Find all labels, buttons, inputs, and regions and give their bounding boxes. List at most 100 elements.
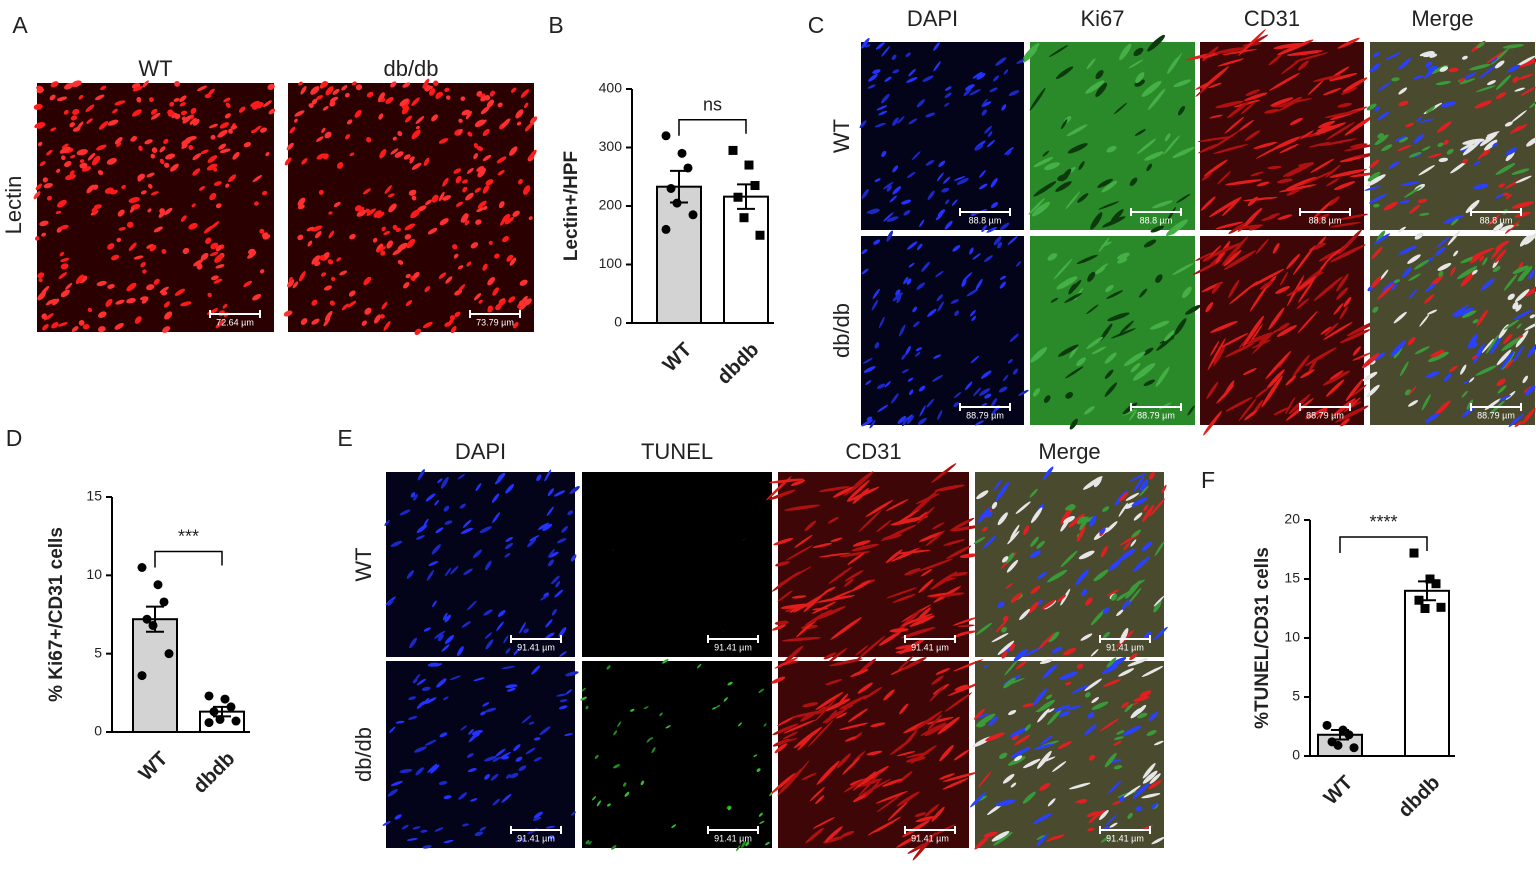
micrograph-texture [262, 190, 268, 196]
micrograph-texture [966, 288, 979, 297]
micrograph-texture [51, 322, 59, 329]
micrograph-texture [858, 778, 891, 798]
micrograph-texture [41, 313, 47, 320]
micrograph-texture [330, 96, 339, 103]
micrograph-texture [559, 699, 568, 703]
micrograph-texture [437, 91, 444, 97]
micrograph-texture [1244, 315, 1265, 344]
micrograph-texture [651, 747, 656, 754]
micrograph-texture [875, 790, 909, 804]
micrograph-texture [1266, 369, 1285, 389]
micrograph-texture [150, 112, 161, 120]
micrograph-texture [777, 590, 793, 602]
micrograph-texture [422, 697, 430, 706]
micrograph-texture [1308, 358, 1318, 372]
micrograph-texture [986, 226, 997, 233]
micrograph-texture [1147, 88, 1166, 110]
micrograph-texture [345, 134, 351, 140]
micrograph-texture [461, 823, 470, 827]
micrograph-texture [1338, 228, 1363, 255]
data-point [231, 716, 241, 726]
micrograph-texture [965, 84, 975, 91]
micrograph-texture [1129, 653, 1138, 661]
micrograph-texture [872, 288, 880, 299]
micrograph-texture [1285, 375, 1297, 386]
micrograph-texture [462, 519, 472, 528]
micrograph-texture [386, 240, 393, 249]
micrograph-texture [769, 489, 796, 500]
micrograph-texture [1112, 800, 1122, 805]
micrograph-texture [942, 771, 980, 782]
micrograph-texture [473, 153, 479, 160]
micrograph-texture [1391, 77, 1400, 82]
micrograph-texture [72, 108, 80, 115]
micrograph-texture [225, 102, 231, 109]
micrograph-texture [1325, 379, 1345, 397]
micrograph-texture [1385, 52, 1401, 61]
micrograph-texture [916, 506, 935, 524]
micrograph-texture [920, 722, 947, 736]
micrograph-texture [1046, 835, 1058, 843]
micrograph-texture [1436, 121, 1452, 133]
micrograph-texture [142, 269, 147, 274]
micrograph-texture [414, 746, 427, 753]
micrograph-texture [999, 281, 1006, 289]
micrograph-texture [995, 481, 1010, 502]
micrograph-texture [1373, 233, 1391, 245]
micrograph-texture [1121, 599, 1129, 612]
micrograph-texture [259, 228, 265, 234]
panel-label: E [337, 425, 352, 451]
micrograph-texture [164, 162, 170, 168]
micrograph-texture [912, 321, 920, 328]
micrograph-texture [1102, 506, 1110, 512]
micrograph: 91.41 µm [384, 469, 580, 657]
micrograph-texture [512, 210, 520, 217]
micrograph-texture [484, 632, 492, 639]
micrograph-texture [328, 211, 333, 215]
micrograph-texture [1286, 253, 1301, 270]
micrograph-texture [1505, 359, 1514, 370]
micrograph-texture [325, 86, 334, 96]
micrograph-texture [193, 259, 204, 267]
micrograph-texture [1037, 571, 1047, 579]
micrograph-texture [896, 547, 920, 559]
data-point [1420, 604, 1430, 613]
micrograph-texture [1390, 340, 1407, 357]
micrograph-texture [816, 760, 840, 785]
micrograph-texture [425, 493, 436, 502]
micrograph-texture [818, 486, 851, 492]
micrograph-texture [49, 94, 56, 101]
micrograph-texture [993, 831, 1013, 846]
micrograph-texture [210, 221, 220, 229]
micrograph-texture [1053, 704, 1071, 712]
micrograph-texture [50, 127, 57, 132]
micrograph-texture [457, 284, 466, 292]
micrograph-texture [1310, 158, 1335, 173]
micrograph-texture [890, 551, 916, 562]
micrograph-texture [422, 845, 432, 849]
micrograph-texture [117, 209, 125, 217]
micrograph-texture [512, 321, 519, 329]
micrograph-texture [1001, 556, 1009, 563]
micrograph-texture [1119, 796, 1125, 802]
micrograph-texture [554, 589, 564, 598]
micrograph-texture [1104, 352, 1117, 364]
micrograph-texture [56, 168, 61, 173]
micrograph-texture [106, 157, 117, 165]
micrograph-texture [1462, 138, 1485, 145]
micrograph-texture [1086, 304, 1099, 315]
data-point [137, 671, 147, 681]
micrograph-texture [1244, 130, 1261, 141]
micrograph-texture [389, 726, 396, 733]
micrograph-texture [866, 416, 873, 422]
micrograph-texture [56, 96, 68, 102]
micrograph-background [582, 661, 772, 848]
micrograph-texture [311, 255, 321, 265]
micrograph-texture [879, 316, 885, 329]
micrograph-texture [403, 154, 411, 160]
micrograph-texture [34, 122, 45, 129]
micrograph-texture [938, 160, 946, 167]
micrograph-texture [1490, 336, 1502, 354]
y-tick-label: 200 [599, 197, 623, 213]
micrograph-texture [188, 223, 198, 230]
